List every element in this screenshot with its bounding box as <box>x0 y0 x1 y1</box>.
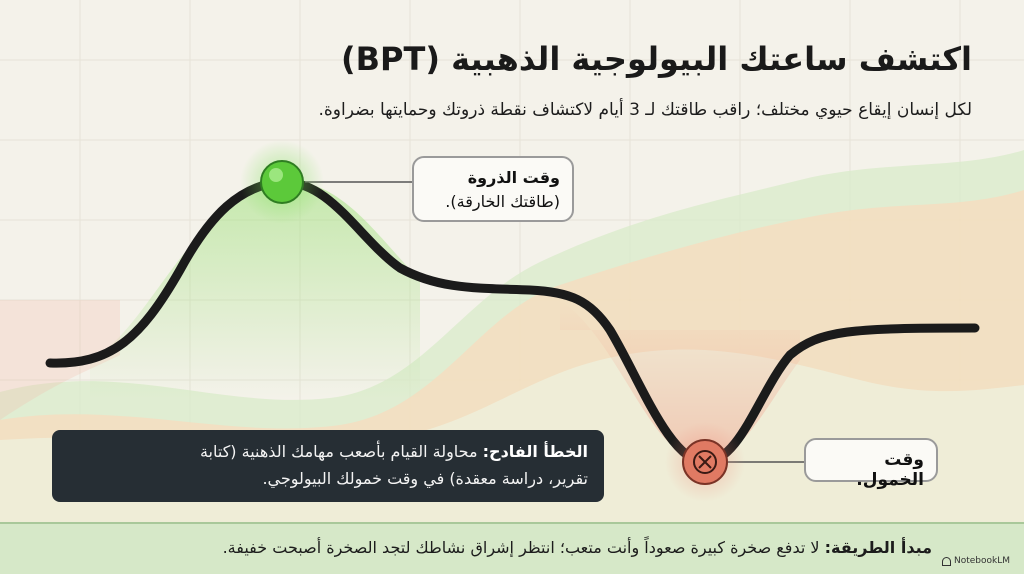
energy-curve <box>45 177 980 467</box>
page-title: اكتشف ساعتك البيولوجية الذهبية (BPT) <box>341 40 972 78</box>
peak-marker-highlight <box>269 168 283 182</box>
brand-name: NotebookLM <box>953 556 1010 566</box>
brand: NotebookLM <box>941 556 1010 566</box>
peak-sublabel: (طاقتك الخارقة). <box>445 192 560 211</box>
mistake-label: الخطأ الفادح: <box>482 442 588 461</box>
peak-marker <box>260 160 304 204</box>
footer-bar: مبدأ الطريقة: لا تدفع صخرة كبيرة صعوداً … <box>0 522 1024 574</box>
footer-text: مبدأ الطريقة: لا تدفع صخرة كبيرة صعوداً … <box>223 538 932 557</box>
footer-body: لا تدفع صخرة كبيرة صعوداً وأنت متعب؛ انت… <box>222 538 820 557</box>
mistake-line2: تقرير، دراسة معقدة) في وقت خمولك البيولو… <box>262 469 588 488</box>
trough-label: وقت الخمول. <box>856 450 924 490</box>
mistake-line1: محاولة القيام بأصعب مهامك الذهنية (كتابة <box>199 442 478 461</box>
footer-label: مبدأ الطريقة: <box>824 538 932 557</box>
page-subtitle: لكل إنسان إيقاع حيوي مختلف؛ راقب طاقتك ل… <box>318 100 972 120</box>
peak-glow-area <box>90 181 420 400</box>
x-icon <box>682 439 728 485</box>
trough-callout: وقت الخمول. <box>804 438 938 490</box>
notebooklm-logo-icon <box>941 556 951 566</box>
mistake-box: الخطأ الفادح: محاولة القيام بأصعب مهامك … <box>52 430 604 502</box>
peak-label: وقت الذروة <box>467 168 560 187</box>
peak-callout: وقت الذروة (طاقتك الخارقة). <box>412 156 574 222</box>
